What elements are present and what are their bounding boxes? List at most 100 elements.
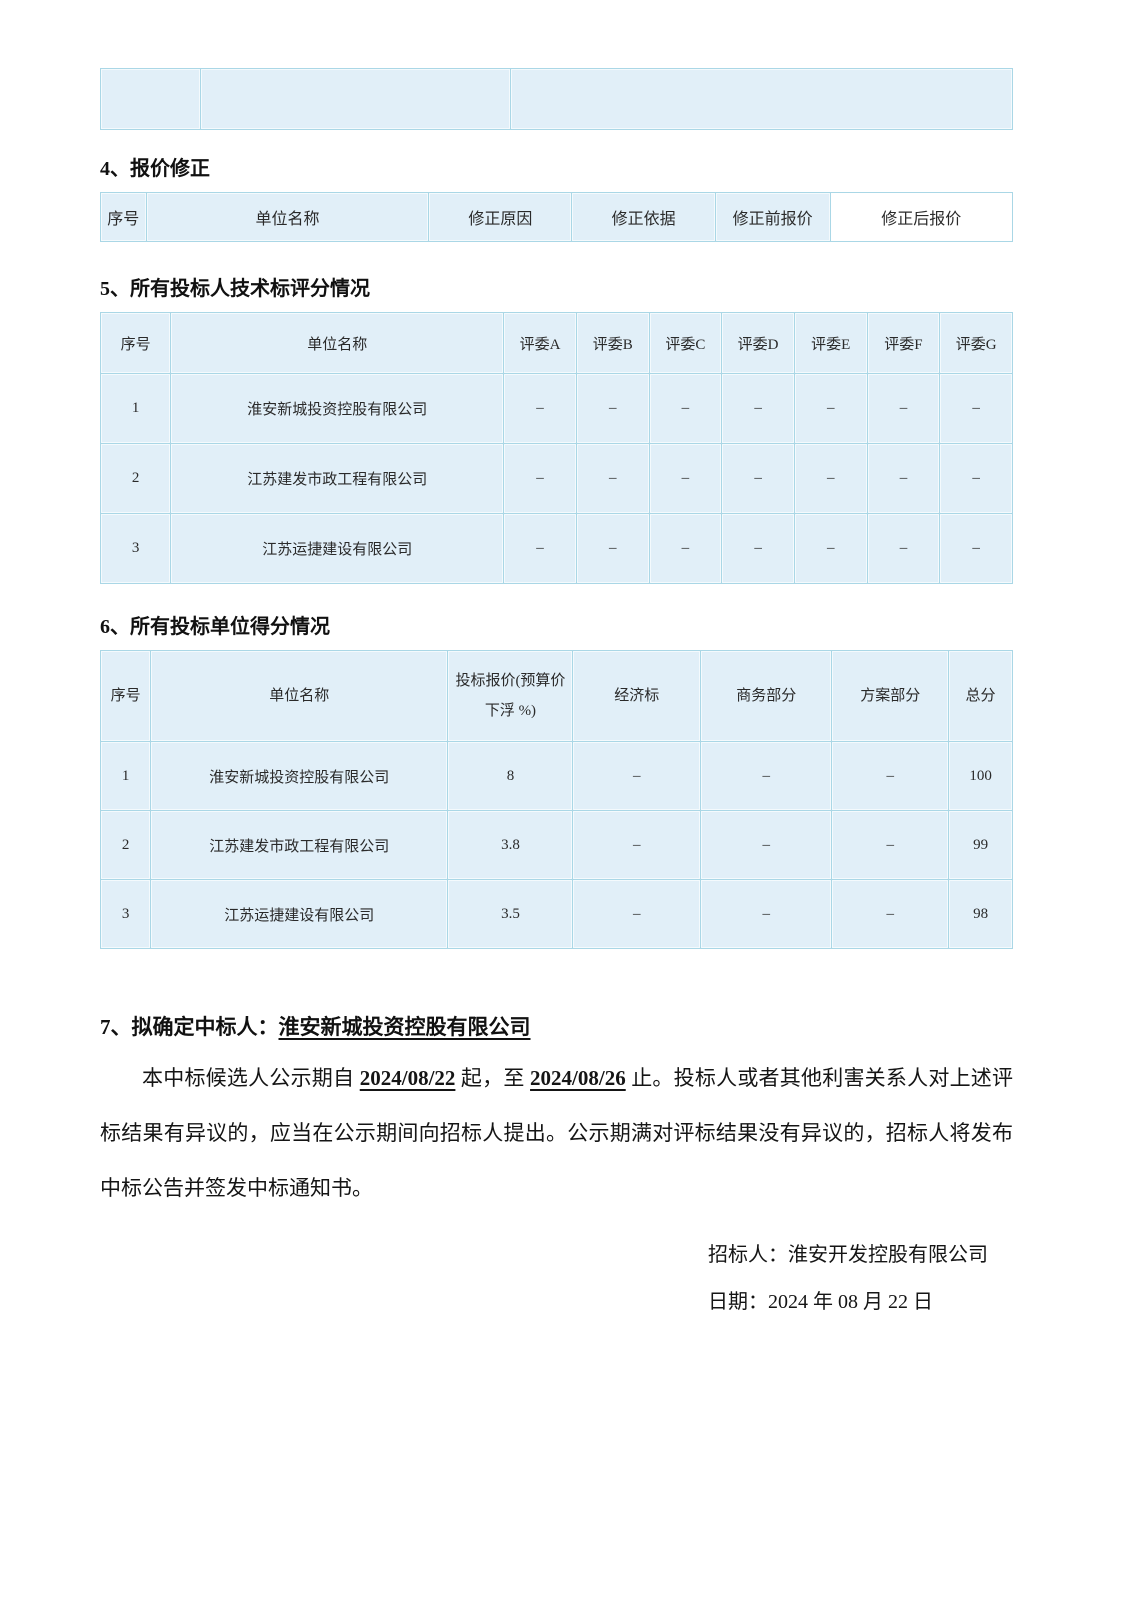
bid-price-cell: 8: [447, 741, 574, 811]
empty-cell: [200, 68, 512, 130]
table-header-row: 序号 单位名称 投标报价(预算价下浮 %) 经济标 商务部分 方案部分 总分: [99, 650, 1013, 742]
table-row: 2 江苏建发市政工程有限公司 – – – – – – –: [99, 443, 1013, 514]
notice-text: 止。投标人或者其他利害关系人对上述评标结果有异议的，应当在公示期间向招标人提出。…: [100, 1066, 1014, 1200]
section7-heading-prefix: 7、拟确定中标人：: [100, 1015, 279, 1039]
score-cell: –: [503, 443, 577, 514]
score-cell: –: [939, 513, 1013, 584]
section4-heading: 4、报价修正: [100, 158, 210, 180]
column-header: 评委F: [866, 312, 941, 374]
total-score-table: 序号 单位名称 投标报价(预算价下浮 %) 经济标 商务部分 方案部分 总分 1…: [99, 650, 1013, 949]
row-number: 3: [99, 513, 172, 584]
score-cell: –: [648, 373, 723, 444]
section5-heading: 5、所有投标人技术标评分情况: [100, 278, 370, 300]
total-score-cell: 100: [948, 741, 1013, 811]
column-header: 方案部分: [831, 650, 950, 742]
notice-end-date: 2024/08/26: [530, 1066, 626, 1090]
score-cell: –: [866, 513, 941, 584]
notice-start-date: 2024/08/22: [359, 1066, 456, 1090]
score-cell: –: [575, 373, 650, 444]
score-cell: –: [721, 513, 795, 584]
plan-score-cell: –: [831, 810, 950, 880]
company-name: 江苏运捷建设有限公司: [170, 513, 505, 584]
row-number: 2: [99, 810, 152, 880]
business-score-cell: –: [700, 879, 833, 949]
economic-score-cell: –: [572, 741, 702, 811]
row-number: 1: [99, 741, 152, 811]
business-score-cell: –: [700, 741, 833, 811]
winner-company-name: 淮安新城投资控股有限公司: [278, 1015, 531, 1039]
empty-cell: [510, 68, 1013, 130]
economic-score-cell: –: [572, 810, 702, 880]
bid-price-cell: 3.5: [447, 879, 574, 949]
column-header: 经济标: [572, 650, 702, 742]
column-header: 评委G: [939, 312, 1013, 374]
row-number: 1: [99, 373, 172, 444]
score-cell: –: [793, 513, 868, 584]
price-correction-table: 序号 单位名称 修正原因 修正依据 修正前报价 修正后报价: [100, 192, 1014, 242]
column-header: 修正前报价: [714, 192, 831, 242]
carryover-table: [99, 68, 1013, 130]
technical-score-table: 序号 单位名称 评委A 评委B 评委C 评委D 评委E 评委F 评委G 1 淮安…: [99, 312, 1013, 584]
column-header: 商务部分: [700, 650, 833, 742]
plan-score-cell: –: [831, 741, 950, 811]
score-cell: –: [939, 373, 1013, 444]
score-cell: –: [939, 443, 1013, 514]
column-header: 总分: [948, 650, 1013, 742]
company-name: 江苏建发市政工程有限公司: [170, 443, 505, 514]
company-name: 江苏运捷建设有限公司: [150, 879, 449, 949]
column-header: 序号: [99, 312, 172, 374]
column-header: 评委A: [503, 312, 577, 374]
score-cell: –: [793, 443, 868, 514]
company-name: 江苏建发市政工程有限公司: [150, 810, 449, 880]
score-cell: –: [721, 373, 795, 444]
section6-heading: 6、所有投标单位得分情况: [100, 616, 330, 638]
score-cell: –: [575, 443, 650, 514]
column-header: 序号: [100, 192, 147, 242]
column-header: 单位名称: [170, 312, 505, 374]
column-header: 评委E: [793, 312, 868, 374]
document-content: 4、报价修正 序号 单位名称 修正原因 修正依据 修正前报价 修正后报价 5、所…: [99, 0, 1014, 1237]
table-row: 1 淮安新城投资控股有限公司 8 – – – 100: [99, 741, 1013, 811]
table-row: 3 江苏运捷建设有限公司 3.5 – – – 98: [99, 879, 1013, 949]
column-header: 序号: [99, 650, 152, 742]
row-number: 3: [99, 879, 152, 949]
table-row: 2 江苏建发市政工程有限公司 3.8 – – – 99: [99, 810, 1013, 880]
score-cell: –: [648, 513, 723, 584]
table-row: 1 淮安新城投资控股有限公司 – – – – – – –: [99, 373, 1013, 444]
column-header: 评委D: [721, 312, 795, 374]
total-score-cell: 99: [948, 810, 1013, 880]
section7-heading: 7、拟确定中标人：淮安新城投资控股有限公司: [100, 1011, 1013, 1041]
company-name: 淮安新城投资控股有限公司: [170, 373, 505, 444]
table-header-row: 序号 单位名称 评委A 评委B 评委C 评委D 评委E 评委F 评委G: [99, 312, 1013, 374]
column-header: 投标报价(预算价下浮 %): [447, 650, 574, 742]
score-cell: –: [866, 443, 941, 514]
column-header: 修正原因: [428, 192, 573, 242]
column-header: 评委C: [648, 312, 723, 374]
column-header: 修正依据: [571, 192, 716, 242]
table-header-row: 序号 单位名称 修正原因 修正依据 修正前报价 修正后报价: [100, 192, 1014, 242]
economic-score-cell: –: [572, 879, 702, 949]
plan-score-cell: –: [831, 879, 950, 949]
table-row: [99, 68, 1013, 130]
date-line: 日期：2024 年 08 月 22 日: [708, 1291, 933, 1313]
signature-block: 招标人：淮安开发控股有限公司 日期：2024 年 08 月 22 日: [708, 1240, 988, 1334]
column-header: 单位名称: [145, 192, 430, 242]
bid-price-cell: 3.8: [447, 810, 574, 880]
column-header: 评委B: [575, 312, 650, 374]
column-header: 修正后报价: [829, 192, 1014, 242]
row-number: 2: [99, 443, 172, 514]
total-score-cell: 98: [948, 879, 1013, 949]
empty-cell: [99, 68, 202, 130]
score-cell: –: [575, 513, 650, 584]
score-cell: –: [503, 373, 577, 444]
table-row: 3 江苏运捷建设有限公司 – – – – – – –: [99, 513, 1013, 584]
tenderer-line: 招标人：淮安开发控股有限公司: [708, 1244, 988, 1266]
score-cell: –: [793, 373, 868, 444]
score-cell: –: [503, 513, 577, 584]
score-cell: –: [721, 443, 795, 514]
business-score-cell: –: [700, 810, 833, 880]
notice-text: 本中标候选人公示期自: [142, 1066, 360, 1090]
company-name: 淮安新城投资控股有限公司: [150, 741, 449, 811]
public-notice-paragraph: 本中标候选人公示期自 2024/08/22 起，至 2024/08/26 止。投…: [100, 1051, 1013, 1216]
